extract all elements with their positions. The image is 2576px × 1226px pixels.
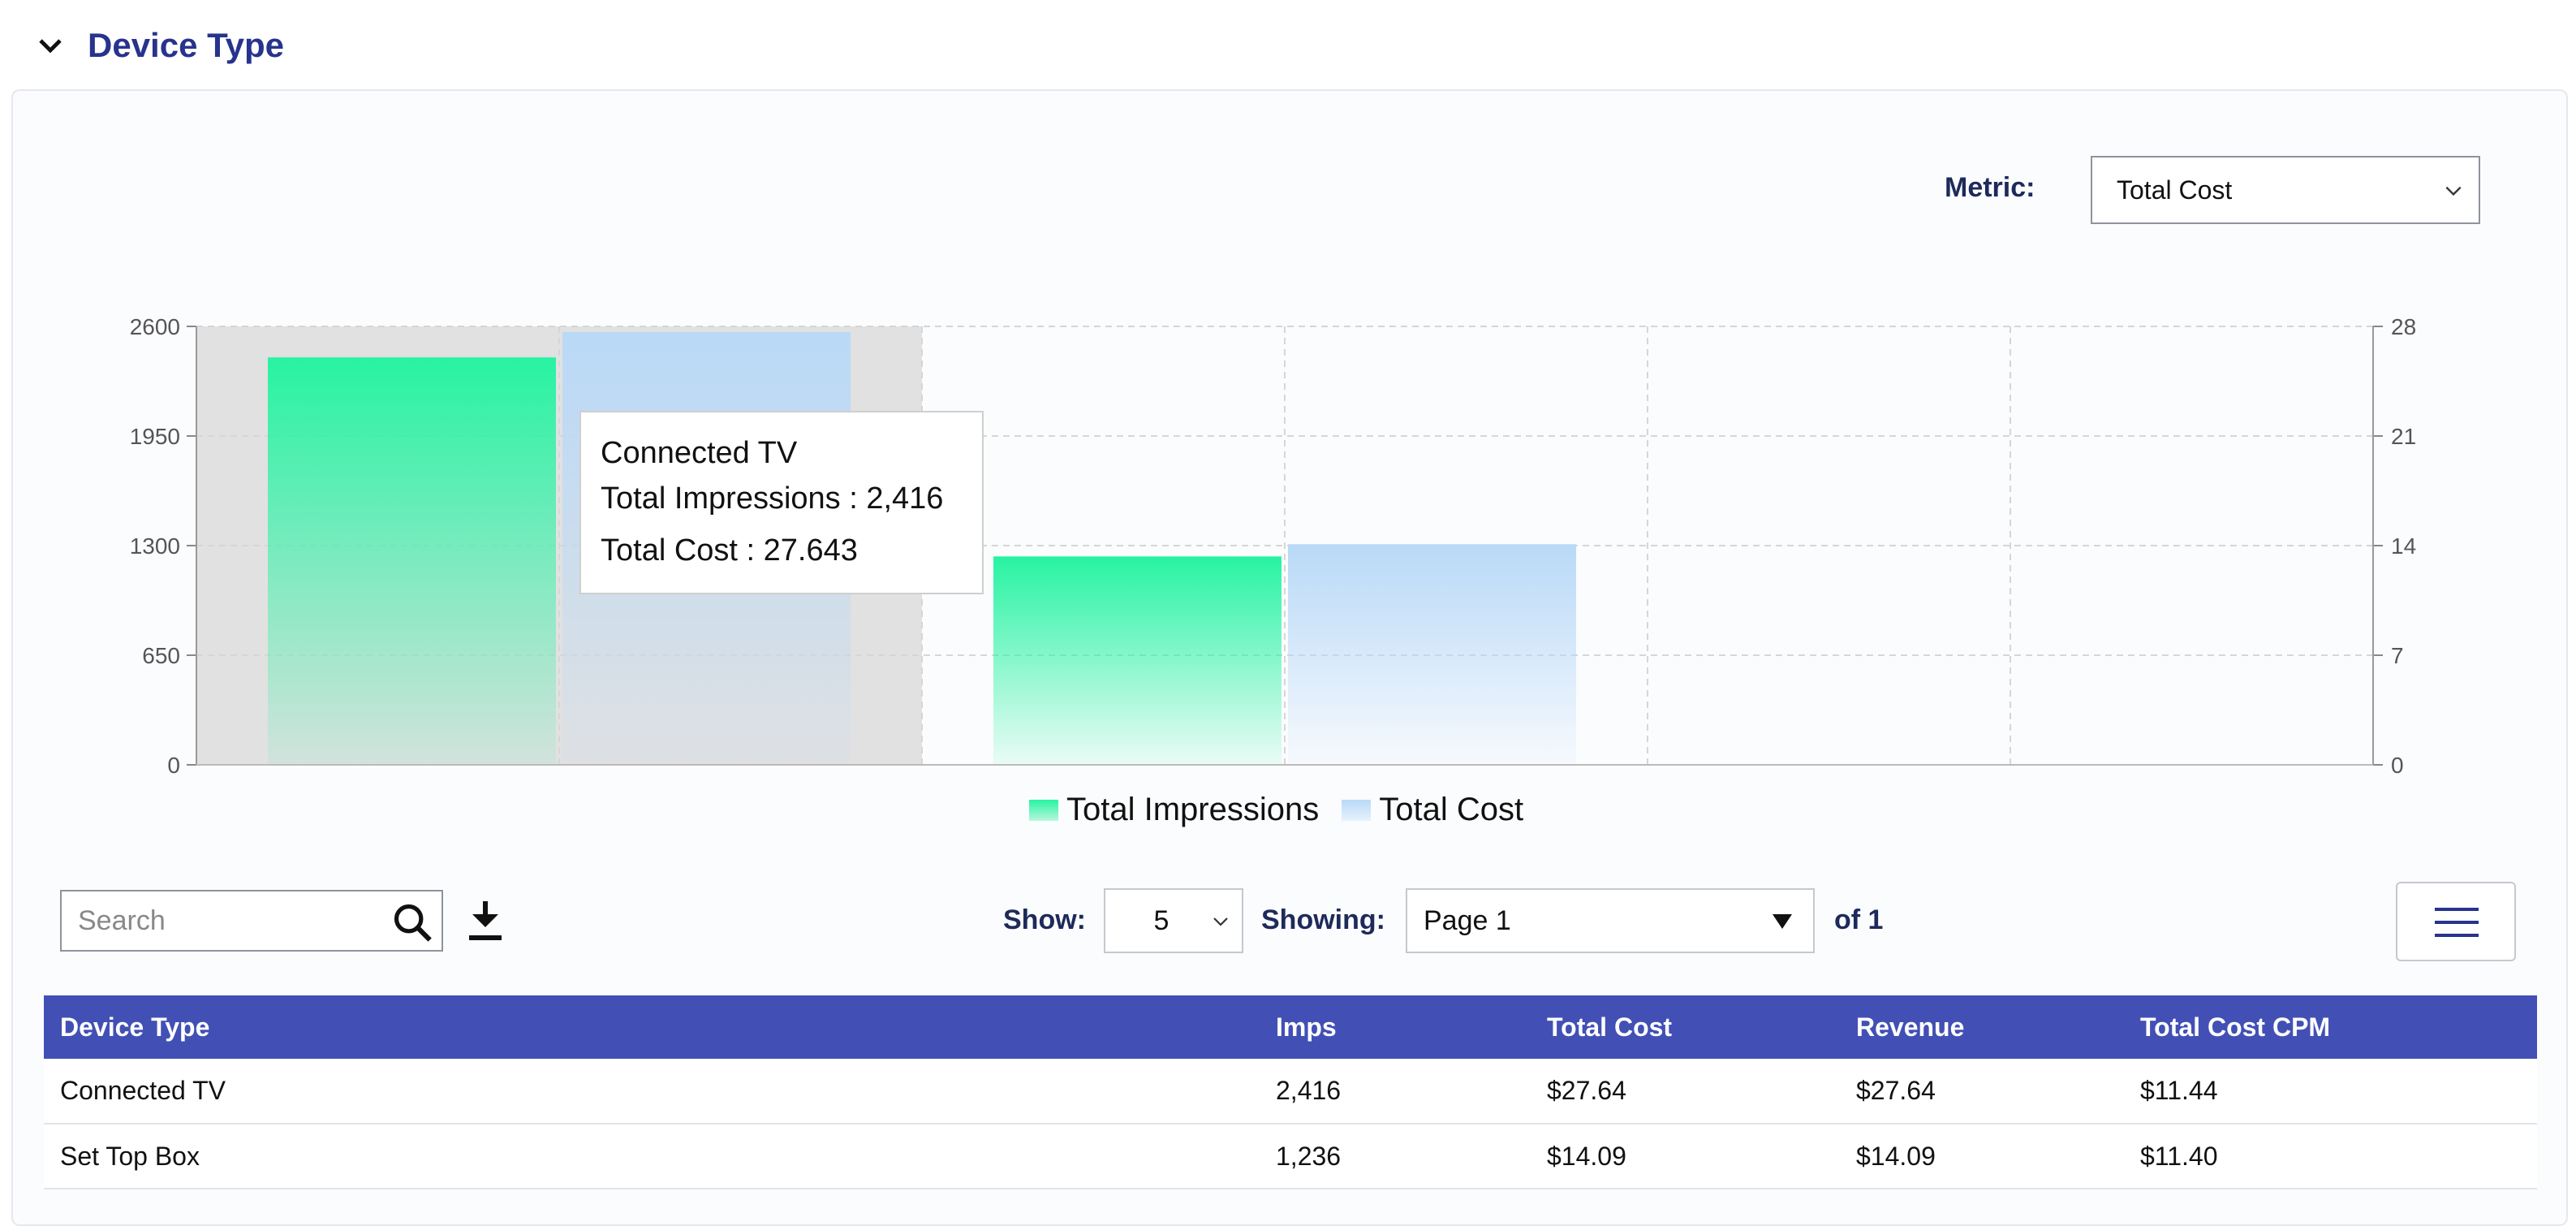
bar-total-impressions: [268, 357, 556, 765]
chart-tooltip: Connected TV Total Impressions : 2,416 T…: [579, 411, 984, 594]
section-header[interactable]: Device Type: [36, 21, 284, 70]
show-label: Show:: [1003, 904, 1086, 935]
table-row[interactable]: Set Top Box 1,236 $14.09 $14.09 $11.40: [44, 1124, 2537, 1189]
cell-device-type: Connected TV: [44, 1059, 1260, 1125]
menu-icon: [2435, 908, 2479, 911]
y-right-tick-label: 28: [2391, 314, 2416, 339]
column-header-device-type[interactable]: Device Type: [60, 1012, 210, 1042]
page-select[interactable]: Page 1: [1406, 888, 1815, 953]
y-left-tick-label: 1300: [130, 533, 180, 559]
cell-imps: 2,416: [1260, 1059, 1531, 1125]
cell-revenue: $14.09: [1840, 1124, 2124, 1189]
legend-swatch-cost: [1342, 799, 1372, 821]
cell-total-cost: $14.09: [1531, 1124, 1840, 1189]
y-left-tick-label: 1950: [130, 424, 180, 449]
column-menu-button[interactable]: [2396, 882, 2516, 961]
column-header-total-cost-cpm[interactable]: Total Cost CPM: [2140, 1012, 2331, 1042]
bar-total-impressions: [993, 556, 1282, 765]
page-size-select[interactable]: 5: [1104, 888, 1243, 953]
search-box: [60, 890, 443, 952]
chart-legend: Total Impressions Total Cost: [1029, 792, 1546, 828]
legend-label-cost: Total Cost: [1379, 792, 1524, 827]
y-left-tick-label: 0: [167, 753, 180, 778]
search-input[interactable]: [78, 904, 378, 937]
menu-icon: [2435, 921, 2479, 924]
showing-label: Showing:: [1261, 904, 1385, 935]
device-type-chart: 0 0 650 7 1300 14 1950 21 2600 28: [130, 314, 2416, 778]
device-type-table: Device Type Imps Total Cost Revenue Tota…: [44, 995, 2537, 1189]
caret-down-icon: [1773, 914, 1792, 929]
menu-icon: [2435, 934, 2479, 937]
cell-total-cost-cpm: $11.40: [2124, 1124, 2537, 1189]
chevron-down-icon: [2445, 186, 2462, 196]
search-icon[interactable]: [391, 901, 433, 943]
column-header-total-cost[interactable]: Total Cost: [1547, 1012, 1673, 1042]
cell-revenue: $27.64: [1840, 1059, 2124, 1125]
metric-label: Metric:: [1945, 172, 2035, 203]
y-right-tick-label: 0: [2391, 753, 2404, 778]
y-left-tick-label: 2600: [130, 314, 180, 339]
bar-total-cost: [1288, 544, 1576, 765]
metric-select[interactable]: Total Cost: [2091, 156, 2480, 224]
page-select-value: Page 1: [1424, 904, 1511, 936]
page-count-label: of 1: [1834, 904, 1884, 935]
section-title: Device Type: [88, 26, 285, 64]
y-right-tick-label: 21: [2391, 424, 2416, 449]
tooltip-title: Connected TV: [601, 436, 798, 470]
column-header-imps[interactable]: Imps: [1276, 1012, 1337, 1042]
cell-device-type: Set Top Box: [44, 1124, 1260, 1189]
y-left-tick-label: 650: [142, 643, 180, 668]
table-row[interactable]: Connected TV 2,416 $27.64 $27.64 $11.44: [44, 1059, 2537, 1125]
y-right-tick-label: 14: [2391, 533, 2416, 559]
download-icon[interactable]: [466, 898, 505, 943]
legend-item-cost[interactable]: Total Cost: [1342, 792, 1523, 828]
legend-label-impressions: Total Impressions: [1066, 792, 1320, 827]
page-size-value: 5: [1153, 904, 1170, 936]
legend-item-impressions[interactable]: Total Impressions: [1029, 792, 1319, 828]
metric-selected-value: Total Cost: [2117, 175, 2233, 205]
tooltip-impressions: Total Impressions : 2,416: [601, 481, 944, 516]
cell-total-cost: $27.64: [1531, 1059, 1840, 1125]
tooltip-cost: Total Cost : 27.643: [601, 533, 858, 568]
cell-imps: 1,236: [1260, 1124, 1531, 1189]
table-header-row: Device Type Imps Total Cost Revenue Tota…: [44, 995, 2537, 1059]
cell-total-cost-cpm: $11.44: [2124, 1059, 2537, 1125]
chevron-down-icon: [1213, 917, 1228, 926]
legend-swatch-impressions: [1029, 799, 1058, 821]
column-header-revenue[interactable]: Revenue: [1856, 1012, 1965, 1042]
y-right-tick-label: 7: [2391, 643, 2404, 668]
chevron-down-icon[interactable]: [36, 31, 65, 60]
